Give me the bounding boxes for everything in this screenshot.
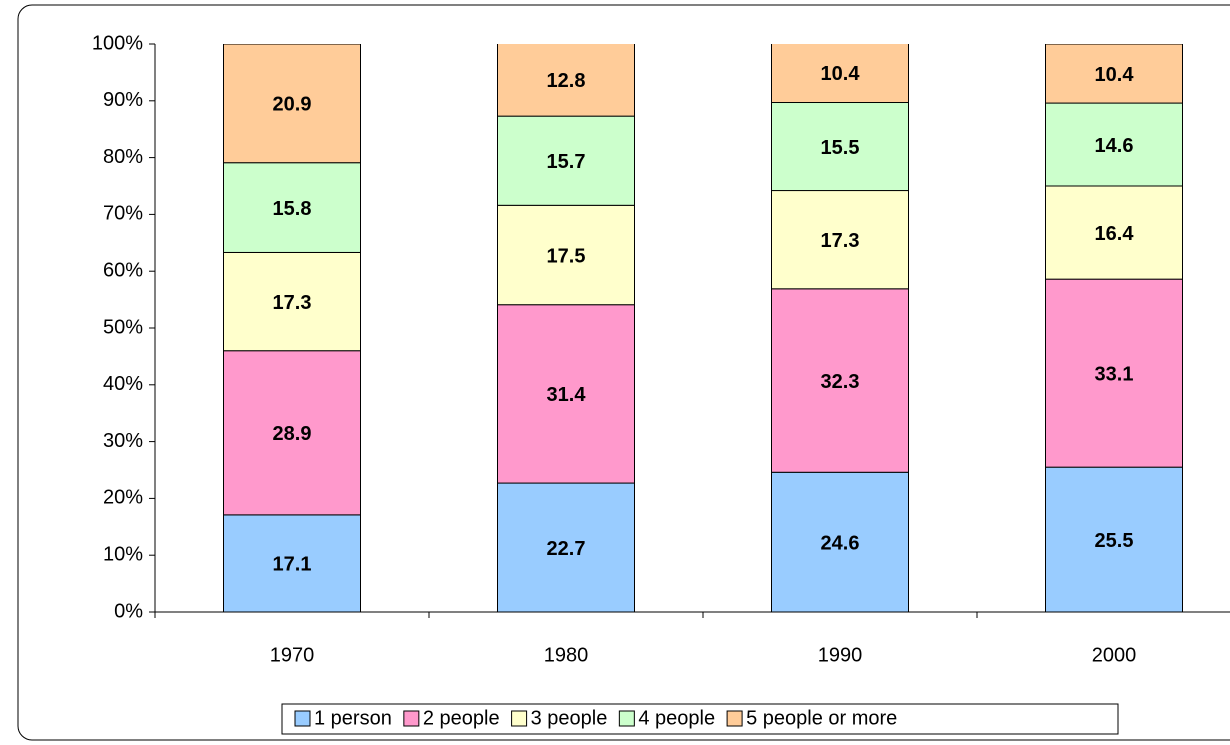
value-label: 10.4 bbox=[1095, 64, 1135, 86]
bar-segment bbox=[223, 44, 361, 164]
bar-segment bbox=[223, 514, 361, 612]
bar-segment bbox=[497, 304, 635, 484]
value-label: 17.1 bbox=[273, 554, 312, 576]
legend-label: 4 people bbox=[638, 707, 715, 729]
x-tick-label: 1990 bbox=[818, 644, 863, 666]
value-label: 14.6 bbox=[1095, 135, 1134, 157]
y-tick-label: 90% bbox=[103, 89, 143, 111]
bar-segment bbox=[223, 251, 361, 352]
bar-segment bbox=[497, 204, 635, 306]
value-label: 20.9 bbox=[273, 94, 312, 116]
value-label: 15.7 bbox=[547, 151, 586, 173]
legend-label: 2 people bbox=[423, 707, 500, 729]
y-tick-label: 70% bbox=[103, 203, 143, 225]
value-label: 10.4 bbox=[821, 63, 861, 85]
value-label: 12.8 bbox=[547, 70, 586, 92]
bar-segment bbox=[1045, 44, 1183, 104]
legend-swatch bbox=[726, 710, 743, 727]
y-tick-label: 50% bbox=[103, 316, 143, 338]
x-tick-label: 1970 bbox=[270, 644, 315, 666]
value-label: 15.5 bbox=[821, 137, 860, 159]
legend-label: 3 people bbox=[531, 707, 608, 729]
legend-swatch bbox=[618, 710, 635, 727]
value-label: 16.4 bbox=[1095, 223, 1135, 245]
bar-segment bbox=[771, 102, 909, 192]
legend-label: 5 people or more bbox=[746, 707, 897, 729]
x-tick-label: 1980 bbox=[544, 644, 589, 666]
x-tick-label: 2000 bbox=[1092, 644, 1137, 666]
value-label: 28.9 bbox=[273, 423, 312, 445]
y-tick-label: 40% bbox=[103, 373, 143, 395]
y-tick-label: 10% bbox=[103, 543, 143, 565]
value-label: 15.8 bbox=[273, 198, 312, 220]
value-label: 17.3 bbox=[273, 292, 312, 314]
y-tick-label: 60% bbox=[103, 259, 143, 281]
bar-segment bbox=[1045, 466, 1183, 612]
bar-segment bbox=[223, 350, 361, 516]
value-label: 25.5 bbox=[1095, 530, 1134, 552]
y-tick-label: 100% bbox=[92, 32, 143, 54]
value-label: 22.7 bbox=[547, 538, 586, 560]
value-label: 33.1 bbox=[1095, 363, 1134, 385]
legend-box bbox=[281, 703, 1119, 735]
bar-segment bbox=[1045, 278, 1183, 468]
value-label: 24.6 bbox=[821, 532, 860, 554]
legend-swatch bbox=[511, 710, 528, 727]
bar-segment bbox=[771, 44, 909, 104]
legend-swatch bbox=[294, 710, 311, 727]
bar-segment bbox=[771, 288, 909, 473]
bar-segment bbox=[497, 115, 635, 206]
y-tick-label: 0% bbox=[114, 600, 143, 622]
legend-label: 1 person bbox=[314, 707, 392, 729]
bar-segment bbox=[771, 190, 909, 290]
value-label: 17.5 bbox=[547, 245, 586, 267]
bar-segment bbox=[497, 482, 635, 612]
bar-segment bbox=[1045, 185, 1183, 280]
bar-segment bbox=[223, 162, 361, 253]
value-label: 31.4 bbox=[547, 384, 587, 406]
y-tick-label: 30% bbox=[103, 430, 143, 452]
plot-area bbox=[223, 44, 1183, 612]
bar-segment bbox=[1045, 102, 1183, 187]
value-label: 32.3 bbox=[821, 371, 860, 393]
y-tick-label: 20% bbox=[103, 487, 143, 509]
y-tick-label: 80% bbox=[103, 146, 143, 168]
bar-segment bbox=[771, 471, 909, 612]
value-label: 17.3 bbox=[821, 230, 860, 252]
legend-swatch bbox=[403, 710, 420, 727]
bar-segment bbox=[497, 44, 635, 117]
